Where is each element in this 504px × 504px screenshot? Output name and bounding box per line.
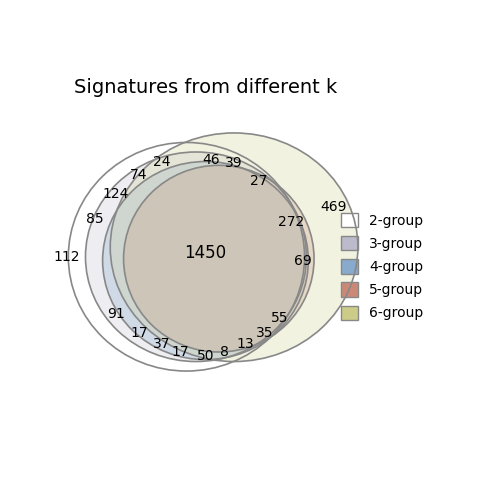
Text: 39: 39 bbox=[225, 156, 243, 170]
Text: 112: 112 bbox=[53, 250, 80, 264]
Text: 17: 17 bbox=[130, 326, 148, 340]
Text: 35: 35 bbox=[256, 326, 273, 340]
Ellipse shape bbox=[123, 165, 314, 352]
Text: 50: 50 bbox=[197, 349, 214, 363]
Text: 272: 272 bbox=[278, 216, 304, 229]
Text: 46: 46 bbox=[203, 153, 220, 167]
Text: 1450: 1450 bbox=[184, 244, 226, 262]
Text: 91: 91 bbox=[107, 307, 125, 321]
Text: 17: 17 bbox=[172, 345, 190, 359]
Text: 37: 37 bbox=[153, 337, 170, 351]
Legend: 2-group, 3-group, 4-group, 5-group, 6-group: 2-group, 3-group, 4-group, 5-group, 6-gr… bbox=[334, 206, 430, 328]
Text: 85: 85 bbox=[86, 212, 104, 226]
Text: 124: 124 bbox=[103, 187, 129, 201]
Ellipse shape bbox=[110, 133, 358, 361]
Ellipse shape bbox=[86, 152, 306, 361]
Text: 8: 8 bbox=[220, 345, 229, 359]
Text: 55: 55 bbox=[271, 311, 288, 325]
Text: 13: 13 bbox=[237, 337, 255, 351]
Text: 24: 24 bbox=[153, 155, 170, 168]
Title: Signatures from different k: Signatures from different k bbox=[74, 78, 337, 97]
Text: 74: 74 bbox=[130, 168, 148, 182]
Text: 469: 469 bbox=[320, 200, 346, 214]
Ellipse shape bbox=[103, 161, 308, 360]
Text: 69: 69 bbox=[294, 254, 311, 268]
Text: 27: 27 bbox=[250, 173, 268, 187]
